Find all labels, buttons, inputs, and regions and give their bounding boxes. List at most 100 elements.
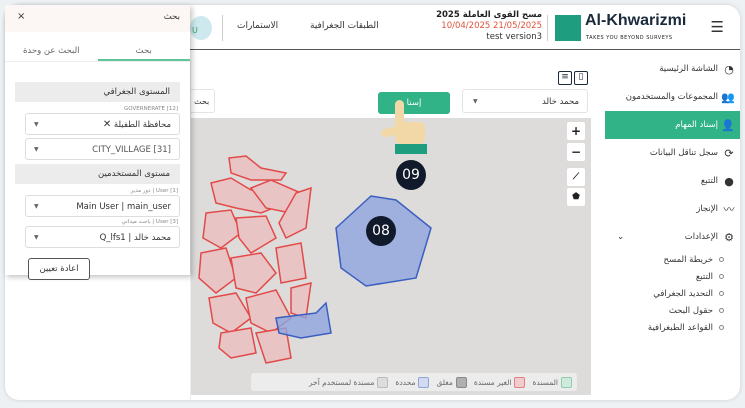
- polygon: [278, 186, 312, 240]
- field-label: User [1] | دور مدير: [130, 188, 178, 194]
- caret-down-icon: ▼: [34, 146, 39, 153]
- label: المجموعات والمستخدمون: [625, 92, 718, 102]
- zoom-in-button[interactable]: +: [567, 122, 585, 140]
- sidebar-item-sync-log[interactable]: ⟳ سجل تناقل البيانات: [605, 139, 740, 167]
- submenu-survey-map[interactable]: خريطة المسح: [605, 251, 740, 268]
- polygon: [255, 327, 292, 364]
- panel-title: بحث: [163, 12, 180, 22]
- bullet-icon: [719, 291, 724, 296]
- survey-dates: 21/05/2025 10/04/2025: [441, 21, 542, 31]
- clear-icon[interactable]: ✕: [102, 119, 112, 130]
- user-level1-select[interactable]: Main User | main_user ▼: [25, 195, 180, 217]
- polygon: [208, 292, 252, 334]
- selected-value: Main User | main_user: [76, 202, 171, 212]
- search-button[interactable]: بحث: [191, 89, 215, 113]
- sidebar: ◔ الشاشة الرئيسية 👥 المجموعات والمستخدمون …: [605, 55, 740, 336]
- submenu-geo[interactable]: التحديد الجغرافي: [605, 285, 740, 302]
- panel-header: بحث ×: [5, 5, 190, 32]
- caret-down-icon: ▼: [34, 121, 39, 128]
- nav-geo-layers[interactable]: الطبقات الجغرافية: [310, 21, 379, 31]
- sidebar-item-assign[interactable]: 👤 إسناد المهام: [605, 111, 740, 139]
- label: حقول البحث: [668, 305, 713, 316]
- sidebar-item-progress[interactable]: 〰 الإنجاز: [605, 195, 740, 223]
- user-level3-select[interactable]: محمد خالد | Q_lfs1 ▼: [25, 226, 180, 248]
- label: خريطة المسح: [663, 254, 713, 265]
- avatar[interactable]: U: [190, 16, 212, 40]
- placeholder: CITY_VILLAGE [31]: [92, 145, 171, 155]
- trend-icon: 〰: [723, 203, 735, 216]
- sidebar-item-users[interactable]: 👥 المجموعات والمستخدمون: [605, 83, 740, 111]
- sidebar-item-tracking[interactable]: ● التتبع: [605, 167, 740, 195]
- user-circle-icon: ●: [724, 174, 734, 188]
- label: إسنا: [406, 98, 422, 108]
- app-window: ☰ Al-Khwarizmi TAKES YOU BEYOND SURVEYS …: [5, 5, 740, 400]
- nav-forms[interactable]: الاستمارات: [237, 21, 279, 31]
- polygon: [198, 247, 237, 294]
- legend-assigned: المسندة: [532, 376, 572, 388]
- draw-line-icon[interactable]: ⟋: [567, 168, 585, 186]
- step-badge: 09: [396, 160, 426, 190]
- survey-version: test version3: [486, 32, 542, 42]
- gauge-icon: ◔: [724, 62, 734, 76]
- logo-mark-icon: [555, 15, 581, 41]
- label: مسندة لمستخدم آخر: [308, 377, 375, 387]
- label: الإعدادات: [684, 232, 718, 242]
- polygon: [275, 301, 332, 339]
- tab-search[interactable]: بحث: [97, 32, 190, 61]
- label: مغلق: [436, 377, 453, 387]
- map[interactable]: + − ⟋ ⬟ 08 المسندة الغير مسندة مغلق محدد…: [191, 118, 591, 395]
- users-icon: 👥: [721, 90, 735, 104]
- label: سجل تناقل البيانات: [649, 148, 718, 158]
- tab-unit-search[interactable]: البحث عن وحدة: [22, 46, 80, 56]
- label: التتبع: [695, 271, 713, 282]
- sidebar-item-settings[interactable]: ⚙ الإعدادات ⌄: [605, 223, 740, 251]
- hamburger-icon[interactable]: ☰: [710, 18, 724, 36]
- bullet-icon: [719, 308, 724, 313]
- swatch: [418, 376, 430, 388]
- legend-closed: مغلق: [436, 376, 467, 388]
- submenu-search-fields[interactable]: حقول البحث: [605, 302, 740, 319]
- close-icon[interactable]: ×: [17, 11, 26, 22]
- label: إسناد المهام: [675, 120, 718, 130]
- label: الشاشة الرئيسية: [659, 64, 718, 74]
- submenu-tracking[interactable]: التتبع: [605, 268, 740, 285]
- field-label: GOVERNERATE [12]: [124, 106, 178, 112]
- sync-icon: ⟳: [724, 146, 734, 160]
- label: القواعد الطبغرافية: [647, 322, 713, 333]
- bullet-icon: [719, 257, 724, 262]
- city-village-select[interactable]: CITY_VILLAGE [31] ▼: [25, 138, 180, 160]
- chevron-down-icon: ⌄: [617, 232, 625, 242]
- selected-value: محمد خالد | Q_lfs1: [99, 233, 171, 243]
- bullet-icon: [719, 325, 724, 330]
- main-content: ≡ ▯ محمد خالد ▼ إسنا بحث: [190, 60, 600, 400]
- draw-polygon-icon[interactable]: ⬟: [567, 188, 585, 206]
- step-badge: 08: [366, 216, 396, 246]
- survey-title: مسح القوى العاملة 2025: [436, 10, 542, 20]
- sidebar-item-dashboard[interactable]: ◔ الشاشة الرئيسية: [605, 55, 740, 83]
- caret-down-icon: ▼: [34, 234, 39, 241]
- label: التتبع: [700, 176, 718, 186]
- polygon: [218, 327, 257, 359]
- field-label: User [3] | باحث ميداني: [121, 219, 178, 225]
- user-select[interactable]: محمد خالد ▼: [462, 89, 588, 113]
- legend-selected: محددة: [395, 376, 430, 388]
- zoom-out-button[interactable]: −: [567, 143, 585, 161]
- polygon: [228, 155, 288, 181]
- polygon: [275, 242, 307, 284]
- map-icon[interactable]: ▯: [574, 71, 588, 85]
- swatch: [377, 376, 389, 388]
- polygon: [290, 282, 312, 319]
- search-panel: بحث × بحث البحث عن وحدة المستوى الجغرافي …: [5, 5, 190, 280]
- governorate-select[interactable]: محافظة الطفيلة ✕ ▼: [25, 113, 180, 135]
- reset-button[interactable]: اعادة تعيين: [28, 258, 90, 280]
- pointer-hand-icon: [380, 100, 429, 160]
- selected-value: محافظة الطفيلة: [113, 120, 171, 130]
- caret-down-icon: ▼: [473, 98, 478, 105]
- list-icon[interactable]: ≡: [558, 71, 572, 85]
- divider: [222, 15, 223, 41]
- swatch: [455, 376, 467, 388]
- submenu-topo-rules[interactable]: القواعد الطبغرافية: [605, 319, 740, 336]
- gear-icon: ⚙: [724, 230, 734, 244]
- map-polygons: [198, 155, 432, 364]
- logo-name: Al-Khwarizmi: [585, 12, 687, 29]
